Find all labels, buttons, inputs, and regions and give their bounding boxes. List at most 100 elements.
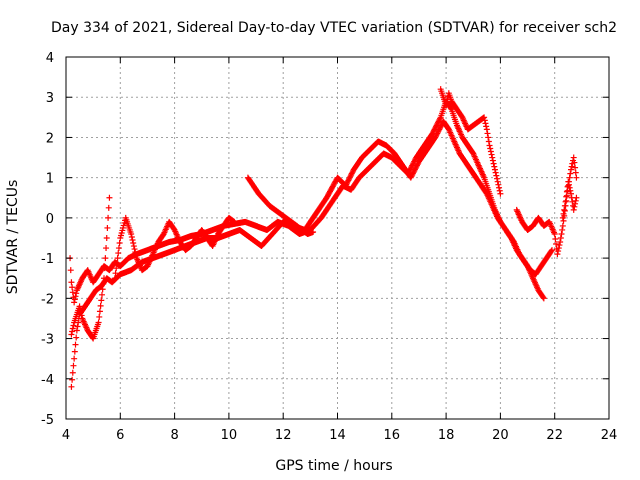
- data-point: [570, 206, 577, 213]
- data-point: [555, 248, 562, 255]
- y-tick-label: 4: [46, 51, 54, 66]
- data-point: [565, 178, 572, 185]
- data-point: [103, 235, 110, 241]
- y-tick-label: -2: [41, 292, 54, 307]
- data-point: [345, 177, 352, 184]
- data-point: [78, 312, 85, 319]
- y-axis-title: SDTVAR / TECUs: [5, 180, 21, 295]
- data-point: [567, 170, 574, 177]
- data-point: [443, 102, 450, 109]
- data-point: [481, 114, 488, 121]
- data-point: [116, 240, 123, 247]
- data-point: [496, 184, 503, 191]
- data-point: [349, 169, 356, 176]
- data-point: [77, 306, 84, 313]
- data-point: [69, 284, 76, 291]
- data-point: [572, 197, 579, 204]
- data-point: [436, 126, 443, 133]
- data-point: [484, 130, 491, 137]
- data-point: [410, 169, 417, 176]
- data-point: [486, 142, 493, 149]
- data-point: [348, 170, 355, 177]
- data-point: [436, 115, 443, 122]
- y-tick-label: -5: [41, 413, 54, 428]
- data-point: [491, 166, 498, 173]
- data-point: [573, 174, 580, 181]
- data-point: [558, 230, 565, 237]
- data-point: [67, 267, 74, 274]
- data-point: [548, 248, 555, 255]
- series-track-6: [437, 86, 504, 197]
- data-point: [413, 163, 420, 170]
- data-point: [411, 166, 418, 173]
- data-point: [491, 163, 498, 170]
- data-point: [483, 126, 490, 133]
- data-point: [73, 334, 80, 341]
- data-point: [412, 165, 419, 172]
- data-point: [95, 319, 102, 326]
- data-point: [73, 327, 80, 334]
- series-track-5: [244, 174, 317, 237]
- data-point: [563, 188, 570, 195]
- data-point: [77, 309, 84, 316]
- data-point: [570, 154, 577, 161]
- data-point: [347, 173, 354, 180]
- data-point: [130, 243, 137, 250]
- data-point: [561, 206, 568, 213]
- data-point: [566, 174, 573, 181]
- data-point: [488, 151, 495, 158]
- data-point: [344, 178, 351, 185]
- data-point: [559, 226, 566, 233]
- y-tick-label: -4: [41, 373, 54, 388]
- data-point: [568, 163, 575, 170]
- data-point: [496, 187, 503, 194]
- data-point: [411, 167, 418, 174]
- y-tick-label: 0: [46, 212, 54, 227]
- data-point: [101, 275, 108, 282]
- data-point: [433, 131, 440, 138]
- data-point: [68, 279, 75, 286]
- data-point: [567, 190, 574, 197]
- data-point: [68, 331, 75, 338]
- data-point: [561, 202, 568, 209]
- data-point: [409, 171, 416, 178]
- data-point: [492, 169, 499, 176]
- data-point: [98, 291, 105, 298]
- data-point: [413, 162, 420, 169]
- data-point: [494, 175, 501, 182]
- data-point: [97, 302, 104, 309]
- data-point: [481, 117, 488, 124]
- x-tick-label: 12: [275, 428, 292, 443]
- x-tick-label: 10: [221, 428, 238, 443]
- data-point: [557, 239, 564, 246]
- data-point: [105, 214, 112, 221]
- y-tick-label: 3: [46, 91, 54, 106]
- x-tick-label: 6: [116, 428, 124, 443]
- y-tick-label: -1: [41, 252, 54, 267]
- data-point: [99, 286, 106, 293]
- data-point: [132, 252, 139, 259]
- data-point: [435, 127, 442, 134]
- x-tick-label: 14: [329, 428, 346, 443]
- data-point: [562, 198, 569, 205]
- data-point: [409, 170, 416, 177]
- x-tick-label: 16: [384, 428, 401, 443]
- data-point: [485, 134, 492, 141]
- data-point: [487, 145, 494, 152]
- data-point: [69, 328, 76, 335]
- data-point: [561, 207, 568, 214]
- data-point: [414, 161, 421, 168]
- data-point: [572, 169, 579, 176]
- data-point: [74, 323, 81, 330]
- x-tick-label: 4: [62, 428, 70, 443]
- data-point: [552, 236, 559, 243]
- data-point: [554, 251, 561, 258]
- data-point: [69, 369, 76, 376]
- data-point: [559, 222, 566, 229]
- data-point: [71, 355, 78, 362]
- data-point: [130, 240, 137, 247]
- data-point: [96, 308, 103, 315]
